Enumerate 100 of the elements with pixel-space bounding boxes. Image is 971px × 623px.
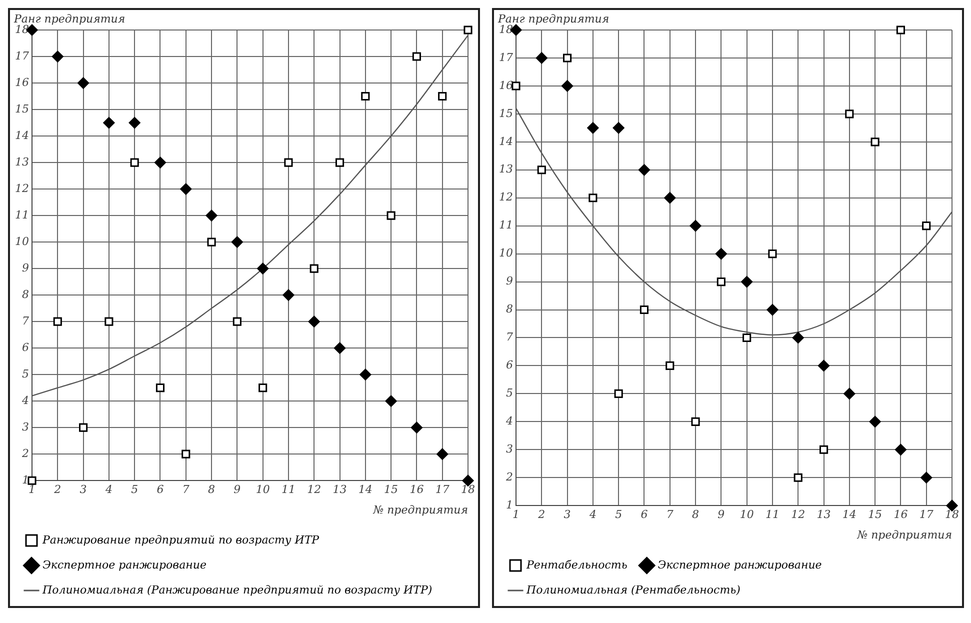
x-tick-label: 3 bbox=[564, 508, 571, 522]
y-tick-label: 8 bbox=[506, 302, 513, 316]
point bbox=[638, 164, 650, 176]
point bbox=[715, 248, 727, 260]
point bbox=[587, 122, 599, 134]
point bbox=[794, 473, 802, 482]
point bbox=[666, 361, 674, 370]
point bbox=[563, 54, 572, 62]
y-tick-label: 13 bbox=[14, 155, 29, 168]
x-tick-label: 15 bbox=[868, 508, 882, 522]
y-tick-label: 14 bbox=[498, 134, 513, 148]
y-tick-label: 3 bbox=[22, 420, 29, 434]
point bbox=[78, 77, 90, 89]
x-tick-label: 15 bbox=[384, 483, 398, 496]
x-tick-label: 13 bbox=[332, 483, 347, 496]
point bbox=[690, 220, 702, 232]
x-tick-label: 5 bbox=[131, 483, 138, 496]
point bbox=[537, 166, 546, 174]
x-tick-label: 8 bbox=[692, 508, 700, 522]
legend-label: Экспертное ранжирование bbox=[42, 558, 207, 572]
point bbox=[103, 117, 115, 129]
y-tick-label: 7 bbox=[506, 330, 513, 344]
x-tick-label: 7 bbox=[666, 508, 674, 522]
point bbox=[819, 445, 828, 454]
point bbox=[282, 289, 294, 301]
point bbox=[207, 238, 216, 246]
x-tick-label: 18 bbox=[945, 508, 959, 522]
x-tick-label: 17 bbox=[919, 508, 934, 522]
point bbox=[284, 158, 293, 167]
point bbox=[258, 384, 268, 392]
legend-label: Экспертное ранжирование bbox=[658, 558, 822, 572]
x-tick-label: 7 bbox=[182, 483, 190, 496]
x-tick-label: 12 bbox=[791, 508, 806, 522]
point bbox=[438, 92, 447, 101]
y-tick-label: 4 bbox=[504, 414, 513, 428]
point bbox=[52, 50, 64, 62]
point bbox=[536, 52, 548, 64]
x-axis-title: № предприятия bbox=[856, 528, 952, 542]
y-axis-title: Ранг предприятия bbox=[13, 12, 126, 26]
point bbox=[512, 82, 520, 90]
y-tick-label: 3 bbox=[506, 442, 513, 456]
x-tick-label: 16 bbox=[410, 483, 424, 496]
x-tick-label: 13 bbox=[816, 508, 831, 522]
y-tick-label: 1 bbox=[506, 498, 513, 512]
point bbox=[410, 422, 422, 434]
x-tick-label: 9 bbox=[234, 483, 241, 496]
y-tick-label: 8 bbox=[22, 288, 29, 301]
y-tick-label: 16 bbox=[14, 76, 29, 89]
y-tick-label: 6 bbox=[22, 340, 29, 354]
legend-label: Ранжирование предприятий по возрасту ИТР bbox=[42, 533, 320, 546]
point bbox=[588, 194, 598, 202]
y-tick-label: 11 bbox=[14, 208, 29, 222]
point bbox=[768, 250, 777, 258]
point bbox=[310, 264, 318, 273]
point bbox=[232, 317, 242, 326]
x-tick-label: 3 bbox=[80, 483, 87, 496]
x-tick-label: 12 bbox=[307, 483, 322, 496]
y-tick-label: 15 bbox=[14, 102, 29, 116]
point bbox=[844, 388, 856, 400]
point bbox=[180, 183, 192, 195]
legend-label: Рентабельность bbox=[526, 558, 628, 572]
y-tick-label: 15 bbox=[498, 106, 513, 120]
x-tick-label: 4 bbox=[588, 508, 596, 522]
point bbox=[360, 368, 372, 380]
x-tick-label: 11 bbox=[281, 483, 296, 496]
x-tick-label: 18 bbox=[461, 483, 475, 496]
point bbox=[334, 342, 346, 354]
y-tick-label: 2 bbox=[20, 446, 29, 460]
y-tick-label: 7 bbox=[22, 314, 29, 328]
x-tick-label: 14 bbox=[842, 508, 856, 522]
point bbox=[464, 26, 472, 34]
point bbox=[386, 211, 396, 220]
point bbox=[612, 122, 624, 134]
point bbox=[640, 305, 649, 314]
point bbox=[156, 384, 165, 392]
y-tick-label: 10 bbox=[14, 234, 29, 248]
y-tick-label: 4 bbox=[20, 394, 29, 407]
x-axis-title: № предприятия bbox=[372, 503, 468, 516]
point bbox=[231, 236, 243, 248]
y-tick-label: 5 bbox=[22, 367, 29, 380]
y-tick-label: 13 bbox=[498, 162, 513, 176]
point bbox=[562, 80, 574, 92]
point bbox=[130, 158, 139, 167]
y-tick-label: 12 bbox=[14, 182, 29, 195]
x-tick-label: 14 bbox=[358, 483, 372, 496]
point bbox=[53, 317, 62, 326]
point bbox=[154, 156, 166, 168]
point bbox=[79, 423, 88, 432]
point bbox=[128, 117, 140, 129]
x-tick-label: 11 bbox=[765, 508, 780, 522]
x-tick-label: 6 bbox=[156, 483, 164, 496]
x-tick-label: 2 bbox=[537, 508, 546, 522]
point bbox=[792, 332, 804, 344]
point bbox=[741, 276, 753, 288]
point bbox=[818, 360, 830, 372]
y-tick-label: 6 bbox=[506, 358, 513, 372]
point bbox=[335, 158, 344, 167]
y-tick-label: 14 bbox=[14, 128, 29, 142]
legend-label: Полиномиальная (Рентабельность) bbox=[526, 583, 740, 596]
point bbox=[766, 304, 778, 316]
